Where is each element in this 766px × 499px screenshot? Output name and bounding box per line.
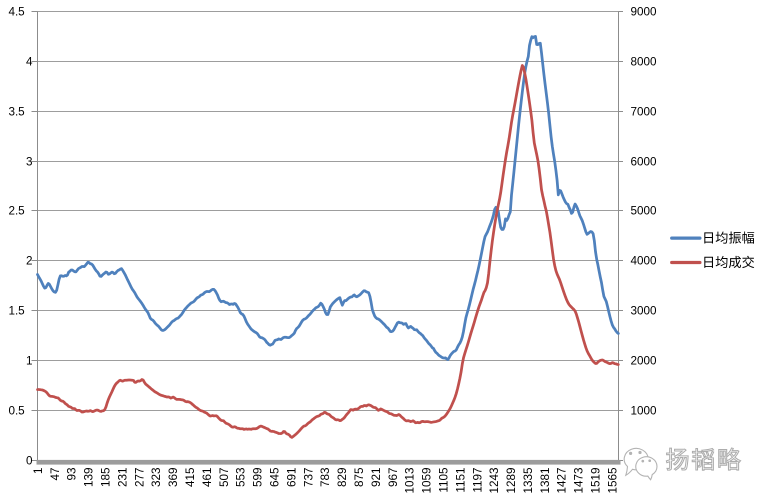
svg-text:645: 645 — [268, 467, 281, 487]
svg-text:829: 829 — [336, 468, 349, 488]
svg-text:1381: 1381 — [539, 468, 552, 494]
svg-text:1427: 1427 — [556, 468, 569, 494]
svg-text:599: 599 — [252, 468, 265, 488]
svg-text:369: 369 — [167, 468, 180, 488]
svg-text:737: 737 — [302, 468, 315, 488]
svg-text:1: 1 — [26, 355, 33, 368]
svg-text:691: 691 — [285, 468, 298, 488]
svg-text:3: 3 — [26, 156, 33, 169]
svg-text:4.5: 4.5 — [8, 6, 25, 19]
svg-text:1289: 1289 — [505, 468, 518, 494]
svg-text:1: 1 — [32, 468, 45, 475]
svg-text:5000: 5000 — [631, 205, 658, 218]
svg-text:1151: 1151 — [454, 468, 467, 493]
svg-text:967: 967 — [387, 468, 400, 488]
svg-text:553: 553 — [235, 468, 248, 488]
svg-text:921: 921 — [370, 468, 383, 488]
svg-text:461: 461 — [201, 468, 214, 488]
svg-text:1000: 1000 — [631, 405, 658, 418]
svg-text:1473: 1473 — [573, 468, 586, 494]
svg-text:4000: 4000 — [631, 255, 658, 268]
svg-text:277: 277 — [133, 468, 146, 488]
svg-text:415: 415 — [184, 467, 197, 487]
svg-text:2.5: 2.5 — [8, 205, 25, 218]
svg-text:139: 139 — [83, 468, 96, 488]
svg-text:783: 783 — [319, 468, 332, 488]
svg-text:507: 507 — [218, 468, 231, 488]
svg-text:2: 2 — [26, 255, 33, 268]
svg-text:47: 47 — [49, 468, 62, 481]
svg-text:323: 323 — [150, 468, 163, 488]
svg-text:1565: 1565 — [606, 467, 619, 494]
svg-text:1.5: 1.5 — [8, 305, 25, 318]
svg-text:6000: 6000 — [631, 156, 658, 169]
svg-text:0.5: 0.5 — [8, 405, 25, 418]
svg-text:4: 4 — [26, 56, 33, 69]
svg-text:231: 231 — [116, 468, 129, 488]
svg-text:1059: 1059 — [421, 468, 434, 494]
svg-text:7000: 7000 — [631, 106, 658, 119]
svg-text:875: 875 — [353, 467, 366, 487]
svg-text:8000: 8000 — [631, 56, 658, 69]
svg-text:1519: 1519 — [590, 468, 603, 494]
svg-text:3000: 3000 — [631, 305, 658, 318]
svg-text:1197: 1197 — [471, 468, 484, 493]
svg-text:1013: 1013 — [404, 468, 417, 494]
svg-text:3.5: 3.5 — [8, 106, 25, 119]
svg-text:93: 93 — [66, 468, 79, 481]
svg-text:2000: 2000 — [631, 355, 658, 368]
svg-text:1105: 1105 — [437, 467, 450, 493]
svg-text:0: 0 — [26, 455, 33, 468]
svg-text:9000: 9000 — [631, 6, 658, 19]
svg-text:185: 185 — [99, 467, 112, 487]
svg-text:1243: 1243 — [488, 468, 501, 494]
svg-text:1335: 1335 — [522, 467, 535, 494]
